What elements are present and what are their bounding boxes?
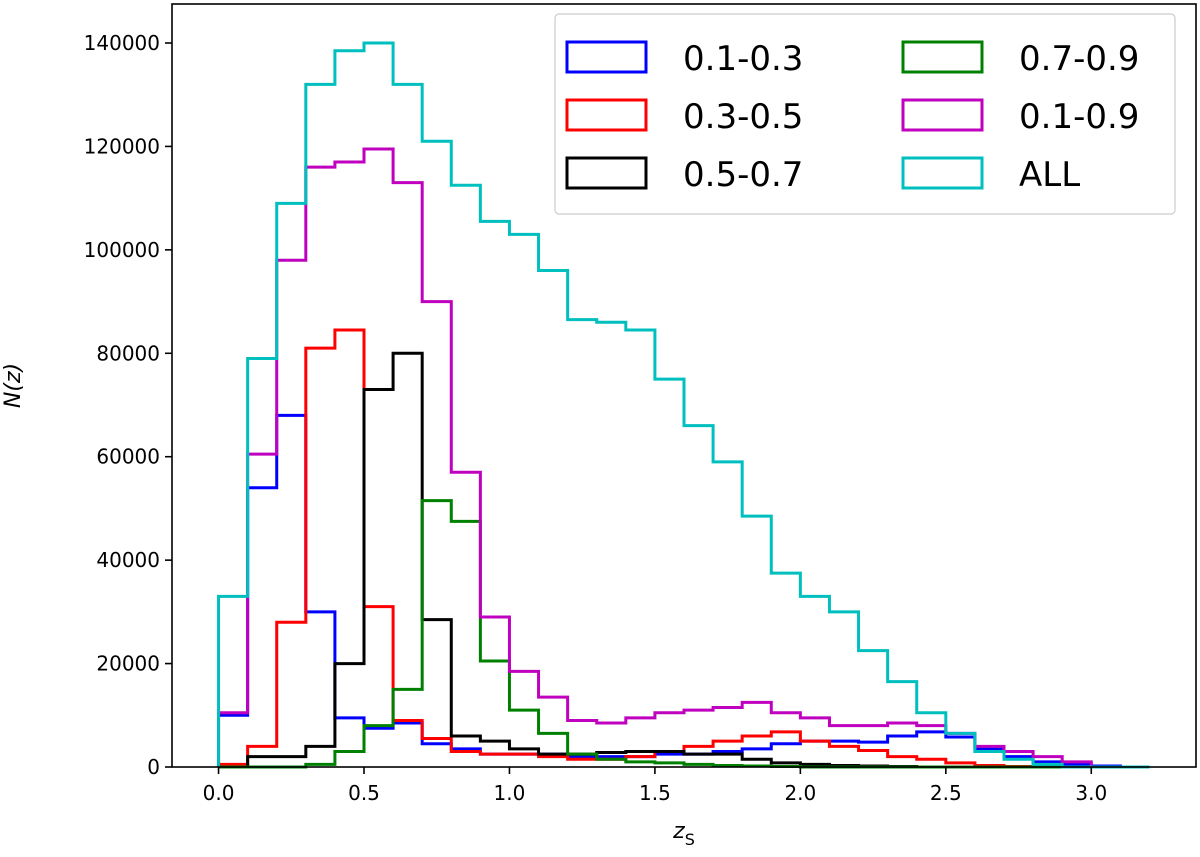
series-line-0.1-0.3 (217, 413, 1150, 769)
y-tick-label: 20000 (96, 652, 160, 676)
y-tick-label: 140000 (84, 31, 160, 55)
y-axis-label: N(z) (1, 363, 26, 408)
x-tick-label: 0.0 (203, 781, 235, 805)
y-tick-label: 0 (147, 755, 160, 779)
legend-item-0.1-0.9: 0.1-0.9 (901, 97, 1139, 137)
x-tick-label: 2.5 (930, 781, 962, 805)
legend-label: 0.3-0.5 (683, 97, 803, 137)
series-line-ALL (217, 41, 1150, 769)
legend-swatch (901, 40, 984, 74)
y-tick-label: 40000 (96, 548, 160, 572)
legend-swatch (565, 40, 648, 74)
x-axis-label-subscript: S (685, 830, 695, 849)
x-axis-ticks: 0.0 0.5 1.0 1.5 2.0 2.5 3.0 (203, 767, 1107, 805)
legend-items: 0.1-0.3 0.3-0.5 0.5-0.7 0.7-0.9 0.1-0.9 ALL (565, 39, 1139, 195)
legend-swatch (901, 156, 984, 190)
x-axis-label: zS (672, 819, 695, 849)
x-tick-label: 1.5 (639, 781, 671, 805)
legend-frame (554, 13, 1176, 215)
y-axis-ticks: 0 20000 40000 60000 80000 100000 120000 140000 (84, 31, 172, 779)
y-tick-label: 100000 (84, 238, 160, 262)
legend-swatch (565, 156, 648, 190)
legend-item-0.7-0.9: 0.7-0.9 (901, 39, 1139, 79)
legend-label: ALL (1019, 155, 1080, 195)
series-layer (217, 41, 1150, 769)
x-tick-label: 1.0 (494, 781, 526, 805)
legend-item-0.5-0.7: 0.5-0.7 (565, 155, 803, 195)
legend: 0.1-0.3 0.3-0.5 0.5-0.7 0.7-0.9 0.1-0.9 ALL (554, 13, 1176, 215)
legend-label: 0.1-0.3 (683, 39, 803, 79)
series-line-0.7-0.9 (218, 499, 1150, 769)
legend-item-0.1-0.3: 0.1-0.3 (565, 39, 803, 79)
legend-label: 0.1-0.9 (1019, 97, 1139, 137)
legend-swatch (565, 98, 648, 132)
series-line-0.1-0.9 (217, 147, 1150, 769)
legend-swatch (901, 98, 984, 132)
y-tick-label: 120000 (84, 134, 160, 158)
plot-frame (171, 3, 1197, 768)
x-axis-label-main: z (672, 819, 685, 844)
y-tick-label: 60000 (96, 445, 160, 469)
legend-item-ALL: ALL (901, 155, 1080, 195)
x-tick-label: 2.0 (784, 781, 816, 805)
legend-item-0.3-0.5: 0.3-0.5 (565, 97, 803, 137)
x-tick-label: 0.5 (348, 781, 380, 805)
legend-label: 0.7-0.9 (1019, 39, 1139, 79)
y-tick-label: 80000 (96, 341, 160, 365)
legend-label: 0.5-0.7 (683, 155, 803, 195)
x-tick-label: 3.0 (1075, 781, 1107, 805)
